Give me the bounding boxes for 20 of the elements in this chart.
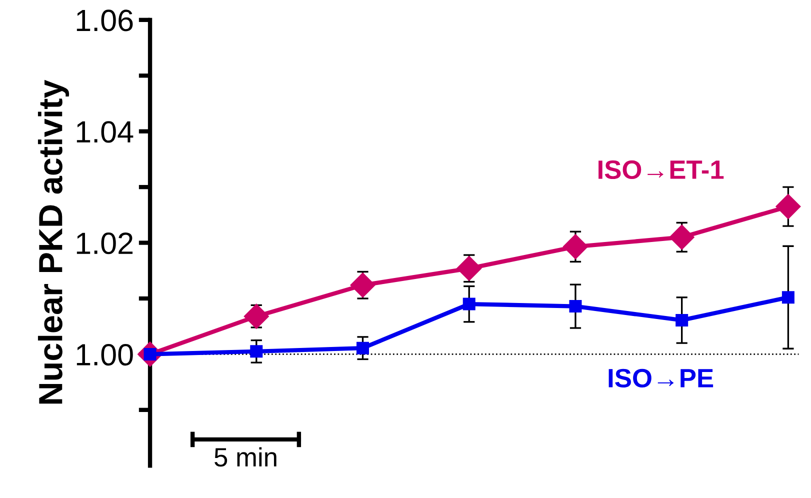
series-label: ISO→ET-1 — [598, 160, 724, 180]
annotation: 5 min — [214, 447, 276, 467]
point — [782, 291, 794, 304]
y-tick-label: 1.00 — [76, 344, 133, 366]
y-tick-label: 1.04 — [76, 121, 134, 143]
y-tick-label: 1.06 — [76, 10, 133, 32]
point — [776, 194, 801, 220]
point — [456, 256, 482, 281]
y-axis-title: Nuclear PKD activity — [38, 80, 70, 404]
point — [676, 314, 688, 326]
y-tick-label: 1.02 — [76, 232, 133, 254]
point — [462, 298, 476, 310]
point — [250, 345, 263, 358]
point — [569, 300, 582, 313]
point — [356, 342, 370, 354]
point — [244, 304, 269, 329]
point — [563, 234, 588, 260]
point — [350, 272, 376, 298]
series-label: ISO→PE — [608, 368, 714, 388]
point — [669, 224, 694, 250]
